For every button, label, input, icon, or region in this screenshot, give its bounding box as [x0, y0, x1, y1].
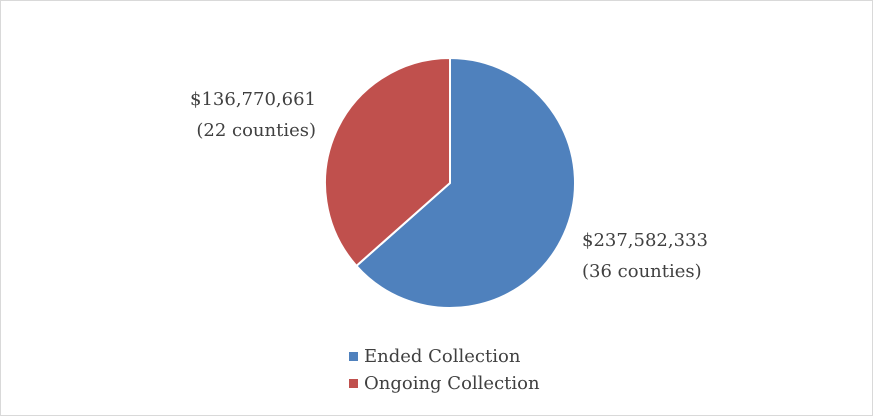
pie-slice-ended-collection [355, 57, 576, 309]
legend: Ended Collection Ongoing Collection [349, 346, 540, 394]
data-label-ongoing: $136,770,661 (22 counties) [190, 89, 316, 141]
data-label-ongoing-count: (22 counties) [196, 120, 316, 141]
legend-swatch-ongoing [349, 379, 358, 388]
legend-swatch-ended [349, 352, 358, 361]
legend-item-ongoing: Ongoing Collection [349, 373, 540, 394]
data-label-ended-count: (36 counties) [582, 261, 702, 282]
legend-label-ended: Ended Collection [364, 346, 521, 367]
data-label-ended-amount: $237,582,333 [582, 230, 708, 251]
legend-label-ongoing: Ongoing Collection [364, 373, 540, 394]
legend-item-ended: Ended Collection [349, 346, 521, 367]
pie-slices [324, 57, 576, 309]
data-label-ongoing-amount: $136,770,661 [190, 89, 316, 110]
pie-slice-ongoing-collection [324, 57, 451, 267]
data-label-ended: $237,582,333 (36 counties) [582, 230, 708, 282]
